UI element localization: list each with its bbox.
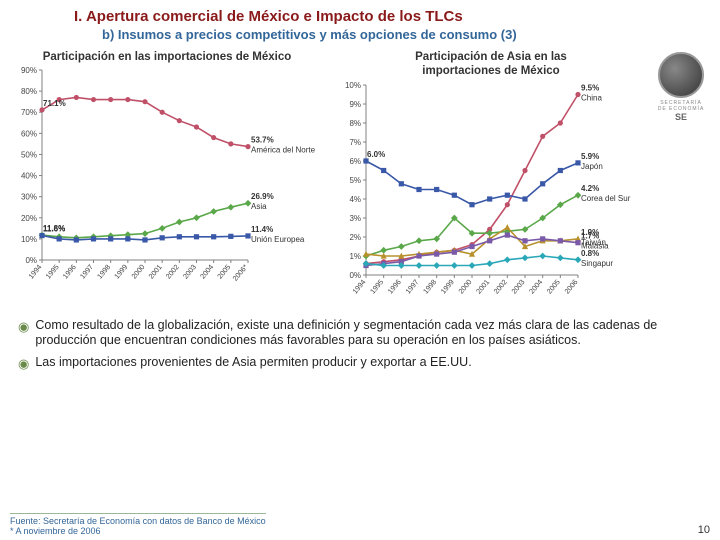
svg-text:1997: 1997 xyxy=(78,263,95,281)
svg-text:5%: 5% xyxy=(349,176,361,185)
svg-text:1995: 1995 xyxy=(368,277,385,295)
chart-right-title: Participación de Asia en las importacion… xyxy=(376,50,606,79)
svg-text:2003: 2003 xyxy=(509,277,526,295)
svg-text:2006*: 2006* xyxy=(231,263,250,283)
svg-text:60%: 60% xyxy=(21,130,37,139)
svg-text:2002: 2002 xyxy=(492,277,509,295)
svg-text:2001: 2001 xyxy=(147,263,164,281)
svg-text:70%: 70% xyxy=(21,109,37,118)
svg-text:9%: 9% xyxy=(349,100,361,109)
svg-text:2004: 2004 xyxy=(198,263,215,281)
svg-text:Corea del Sur: Corea del Sur xyxy=(581,194,631,203)
footer: Fuente: Secretaría de Economía con datos… xyxy=(10,511,710,536)
svg-text:1.7%: 1.7% xyxy=(581,231,599,240)
footer-note: * A noviembre de 2006 xyxy=(10,526,266,536)
globe-icon: ◉ xyxy=(18,356,29,372)
svg-text:30%: 30% xyxy=(21,193,37,202)
svg-text:6.0%: 6.0% xyxy=(367,150,385,159)
footer-source: Fuente: Secretaría de Economía con datos… xyxy=(10,516,266,526)
svg-text:4.2%: 4.2% xyxy=(581,184,599,193)
chart-right: Participación de Asia en las importacion… xyxy=(332,50,650,312)
svg-text:2%: 2% xyxy=(349,233,361,242)
svg-text:2000: 2000 xyxy=(129,263,146,281)
svg-text:1995: 1995 xyxy=(44,263,61,281)
svg-text:8%: 8% xyxy=(349,119,361,128)
main-title: I. Apertura comercial de México e Impact… xyxy=(74,8,720,25)
svg-text:Singapur: Singapur xyxy=(581,259,613,268)
bullets: ◉ Como resultado de la globalización, ex… xyxy=(0,312,720,373)
subtitle: b) Insumos a precios competitivos y más … xyxy=(74,25,720,42)
svg-text:6%: 6% xyxy=(349,157,361,166)
svg-text:11.6%: 11.6% xyxy=(43,225,65,234)
svg-text:26.9%: 26.9% xyxy=(251,193,274,202)
logo: SECRETARÍADE ECONOMÍA SE xyxy=(650,52,712,124)
svg-text:1999: 1999 xyxy=(439,277,456,295)
svg-text:1994: 1994 xyxy=(350,277,367,295)
svg-text:1999: 1999 xyxy=(112,263,129,281)
svg-text:2004: 2004 xyxy=(527,277,544,295)
svg-text:1997: 1997 xyxy=(403,277,420,295)
seal-icon xyxy=(658,52,704,98)
bullet-2: ◉ Las importaciones provenientes de Asia… xyxy=(18,355,702,372)
svg-text:1996: 1996 xyxy=(386,277,403,295)
svg-text:20%: 20% xyxy=(21,214,37,223)
svg-text:10%: 10% xyxy=(21,235,37,244)
globe-icon: ◉ xyxy=(18,319,29,335)
svg-text:2003: 2003 xyxy=(181,263,198,281)
svg-text:0.8%: 0.8% xyxy=(581,249,599,258)
svg-text:71.1%: 71.1% xyxy=(43,99,66,108)
svg-text:Asia: Asia xyxy=(251,203,267,212)
svg-text:2001: 2001 xyxy=(474,277,491,295)
svg-text:2005: 2005 xyxy=(545,277,562,295)
header: I. Apertura comercial de México e Impact… xyxy=(0,0,720,46)
svg-text:10%: 10% xyxy=(345,81,361,90)
svg-text:2000: 2000 xyxy=(456,277,473,295)
bullet-1-text: Como resultado de la globalización, exis… xyxy=(35,318,702,349)
svg-text:1996: 1996 xyxy=(61,263,78,281)
chart-left: Participación en las importaciones de Mé… xyxy=(8,50,326,312)
svg-text:3%: 3% xyxy=(349,214,361,223)
svg-text:40%: 40% xyxy=(21,172,37,181)
svg-text:1%: 1% xyxy=(349,252,361,261)
svg-text:90%: 90% xyxy=(21,66,37,75)
svg-text:2002: 2002 xyxy=(164,263,181,281)
svg-text:América del Norte: América del Norte xyxy=(251,146,316,155)
chart-left-title: Participación en las importaciones de Mé… xyxy=(37,50,297,64)
svg-text:4%: 4% xyxy=(349,195,361,204)
bullet-1: ◉ Como resultado de la globalización, ex… xyxy=(18,318,702,349)
svg-text:1998: 1998 xyxy=(421,277,438,295)
svg-text:53.7%: 53.7% xyxy=(251,136,274,145)
svg-text:80%: 80% xyxy=(21,87,37,96)
svg-text:Unión Europea: Unión Europea xyxy=(251,235,305,244)
svg-text:China: China xyxy=(581,93,602,102)
svg-text:2005: 2005 xyxy=(215,263,232,281)
svg-text:5.9%: 5.9% xyxy=(581,152,599,161)
svg-text:11.4%: 11.4% xyxy=(251,225,273,234)
svg-text:50%: 50% xyxy=(21,151,37,160)
svg-text:7%: 7% xyxy=(349,138,361,147)
svg-text:Japón: Japón xyxy=(581,162,603,171)
svg-text:1998: 1998 xyxy=(95,263,112,281)
svg-text:2006: 2006 xyxy=(562,277,579,295)
page-number: 10 xyxy=(698,524,710,536)
svg-text:9.5%: 9.5% xyxy=(581,83,599,92)
bullet-2-text: Las importaciones provenientes de Asia p… xyxy=(35,355,471,371)
svg-text:1994: 1994 xyxy=(26,263,43,281)
